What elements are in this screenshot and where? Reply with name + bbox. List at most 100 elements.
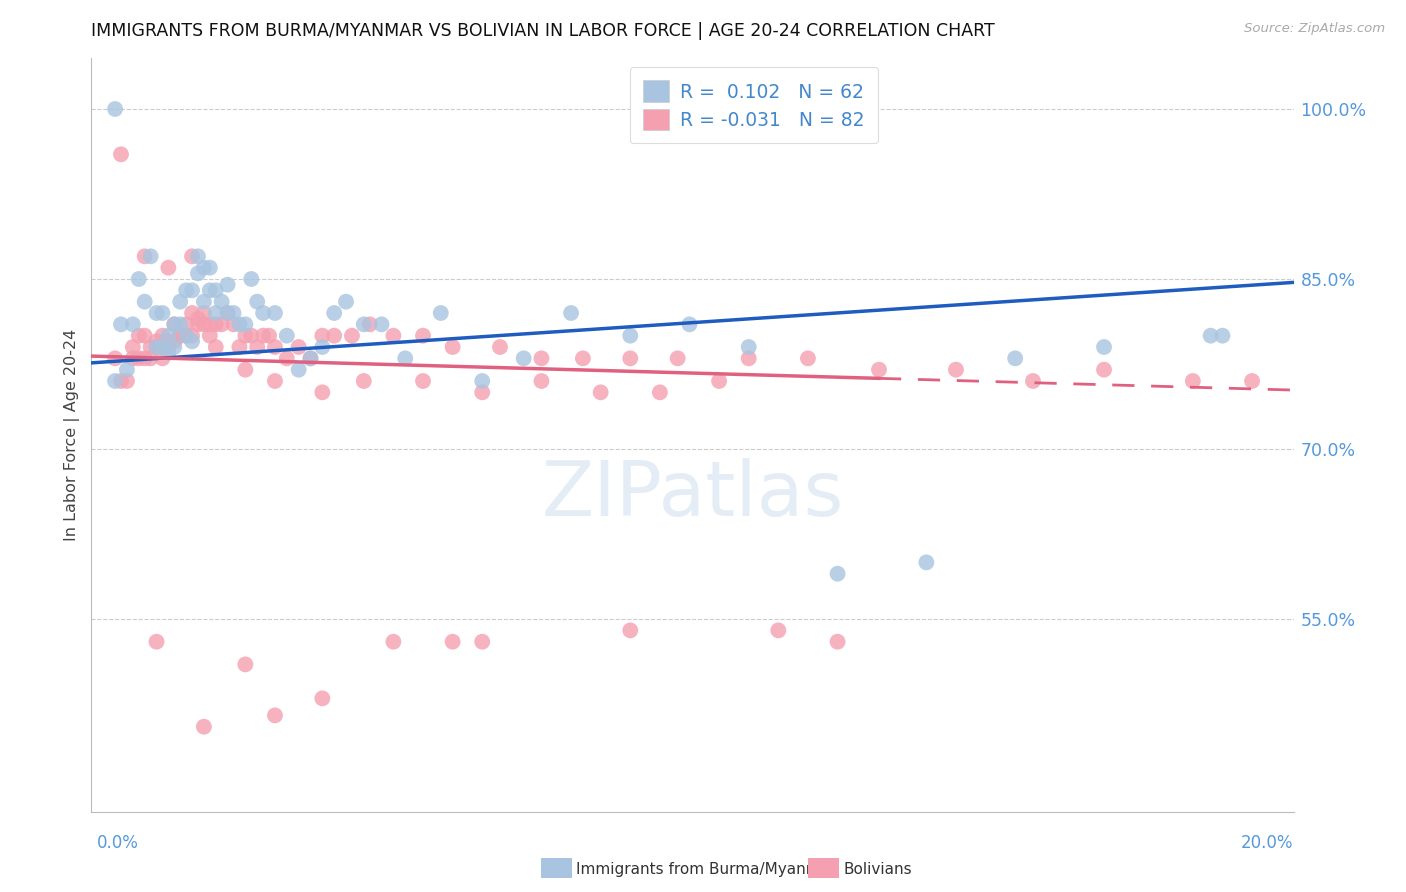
Point [235,328,257,343]
Point [187,249,209,263]
Text: Bolivians: Bolivians [844,863,912,877]
Point [145,634,167,648]
Point [797,351,820,366]
Point [666,351,689,366]
Point [187,311,209,326]
Point [240,328,263,343]
Point [827,634,849,648]
Point [252,328,274,343]
Point [945,362,967,376]
Point [193,306,215,320]
Point [264,306,287,320]
Point [323,328,346,343]
Point [235,362,257,376]
Point [382,634,405,648]
Point [152,351,174,366]
Point [246,340,269,354]
Point [1211,328,1233,343]
Point [121,318,143,332]
Point [104,374,127,388]
Point [530,351,553,366]
Point [163,318,186,332]
Point [174,318,197,332]
Point [217,306,239,320]
Point [1092,362,1115,376]
Point [412,374,434,388]
Point [121,351,143,366]
Point [174,283,197,297]
Point [768,624,790,638]
Point [163,340,186,354]
Y-axis label: In Labor Force | Age 20-24: In Labor Force | Age 20-24 [65,329,80,541]
Point [572,351,595,366]
Point [264,374,287,388]
Point [145,306,167,320]
Point [134,328,156,343]
Point [193,318,215,332]
Point [204,340,226,354]
Point [827,566,849,581]
Point [1004,351,1026,366]
Point [353,318,375,332]
Point [181,283,204,297]
Point [157,340,180,354]
Point [311,691,333,706]
Point [299,351,322,366]
Point [512,351,534,366]
Point [110,374,132,388]
Point [707,374,730,388]
Point [145,334,167,349]
Point [323,306,346,320]
Point [287,340,309,354]
Point [157,328,180,343]
Point [276,351,298,366]
Point [152,306,174,320]
Point [311,340,333,354]
Point [198,283,221,297]
Point [157,345,180,359]
Point [139,351,162,366]
Point [211,318,233,332]
Point [738,340,761,354]
Point [169,318,191,332]
Point [264,708,287,723]
Legend: R =  0.102   N = 62, R = -0.031   N = 82: R = 0.102 N = 62, R = -0.031 N = 82 [630,68,877,144]
Point [169,294,191,309]
Point [738,351,761,366]
Point [246,294,269,309]
Point [257,328,280,343]
Point [193,720,215,734]
Text: Source: ZipAtlas.com: Source: ZipAtlas.com [1244,22,1385,36]
Point [441,340,464,354]
Text: 0.0%: 0.0% [97,834,139,853]
Point [1241,374,1264,388]
Point [228,318,250,332]
Point [264,340,287,354]
Point [139,340,162,354]
Point [1199,328,1222,343]
Point [115,362,138,376]
Point [240,272,263,286]
Point [187,266,209,280]
Point [619,351,641,366]
Point [560,306,582,320]
Point [471,374,494,388]
Point [619,624,641,638]
Point [489,340,512,354]
Point [471,634,494,648]
Point [169,328,191,343]
Point [163,334,186,349]
Point [193,294,215,309]
Point [217,277,239,292]
Point [198,260,221,275]
Point [1092,340,1115,354]
Text: Immigrants from Burma/Myanmar: Immigrants from Burma/Myanmar [576,863,837,877]
Point [412,328,434,343]
Point [174,328,197,343]
Point [530,374,553,388]
Point [128,328,150,343]
Point [211,294,233,309]
Point [299,351,322,366]
Point [222,306,245,320]
Point [589,385,612,400]
